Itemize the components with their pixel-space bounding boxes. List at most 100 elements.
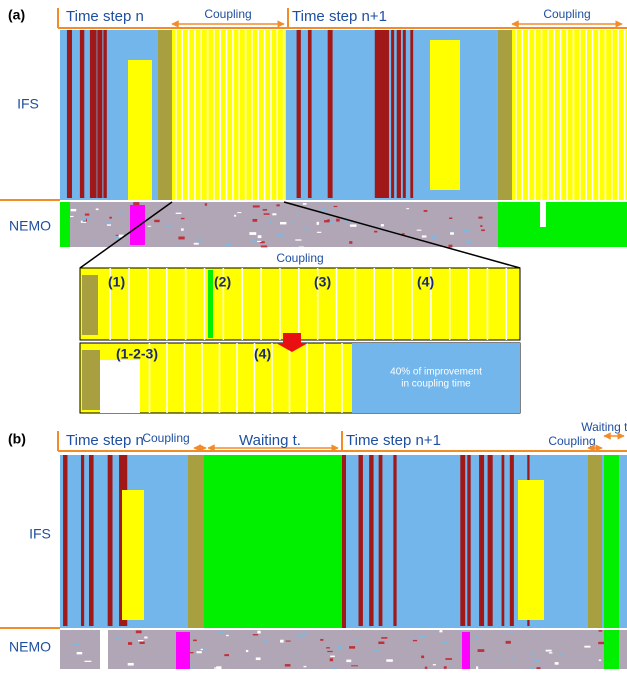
trace-dot: [459, 651, 461, 654]
trace-dot: [559, 654, 562, 657]
zoom-label: (3): [314, 274, 331, 290]
trace-stripe: [264, 30, 266, 200]
trace-dot: [296, 651, 299, 652]
trace-stripe: [324, 343, 326, 413]
trace-block: [498, 202, 627, 247]
trace-stripe: [611, 30, 613, 200]
trace-dot: [480, 225, 482, 227]
trace-stripe: [502, 455, 505, 626]
trace-dot: [411, 636, 413, 637]
trace-stripe: [560, 30, 562, 200]
trace-dot: [327, 219, 329, 220]
trace-dot: [276, 204, 279, 206]
trace-dot: [406, 208, 409, 209]
trace-dot: [234, 215, 236, 217]
trace-dot: [421, 656, 424, 659]
trace-block: [604, 630, 619, 669]
trace-dot: [424, 210, 428, 212]
trace-dot: [128, 642, 132, 645]
trace-dot: [176, 213, 182, 214]
trace-dot: [331, 206, 333, 208]
trace-stripe: [184, 343, 186, 413]
trace-stripe: [201, 343, 203, 413]
trace-dot: [442, 642, 448, 644]
trace-dot: [280, 640, 284, 643]
trace-dot: [599, 659, 601, 661]
trace-stripe: [220, 30, 222, 200]
trace-dot: [253, 219, 258, 222]
trace-stripe: [283, 30, 285, 200]
trace-stripe: [379, 455, 383, 626]
trace-dot: [263, 209, 267, 211]
trace-stripe: [355, 268, 357, 340]
trace-stripe: [89, 455, 93, 626]
trace-stripe: [449, 268, 451, 340]
trace-block: [100, 360, 140, 413]
trace-dot: [433, 664, 436, 665]
trace-dot: [291, 244, 293, 246]
trace-stripe: [81, 455, 84, 626]
header: Time step n+1: [292, 8, 387, 25]
trace-dot: [178, 236, 184, 239]
trace-dot: [201, 649, 203, 650]
trace-dot: [194, 243, 199, 245]
trace-dot: [511, 657, 513, 659]
trace-dot: [177, 245, 179, 247]
trace-stripe: [554, 30, 556, 200]
trace-dot: [139, 642, 144, 644]
trace-dot: [509, 631, 513, 633]
trace-stripe: [251, 30, 253, 200]
trace-block: [518, 480, 544, 620]
trace-stripe: [185, 268, 187, 340]
trace-stripe: [260, 268, 262, 340]
trace-dot: [295, 215, 299, 216]
trace-dot: [584, 646, 590, 648]
trace-dot: [295, 239, 301, 240]
header: Waiting t.: [239, 432, 301, 449]
trace-dot: [166, 225, 171, 226]
trace-stripe: [289, 343, 291, 413]
trace-stripe: [411, 268, 413, 340]
panel-label: (a): [8, 7, 25, 23]
trace-stripe: [341, 343, 343, 413]
trace-dot: [448, 245, 452, 248]
trace-stripe: [391, 30, 394, 198]
trace-stripe: [236, 343, 238, 413]
trace-dot: [219, 632, 225, 634]
trace-dot: [115, 638, 121, 639]
trace-dot: [459, 631, 462, 633]
trace-dot: [264, 213, 270, 215]
row-label: NEMO: [9, 218, 51, 234]
header: Waiting t.: [581, 420, 627, 434]
trace-dot: [272, 213, 276, 215]
header: Coupling: [548, 434, 595, 448]
trace-dot: [196, 651, 201, 653]
trace-dot: [422, 235, 427, 237]
trace-stripe: [460, 455, 465, 626]
trace-dot: [445, 658, 452, 660]
trace-stripe: [384, 30, 389, 198]
trace-dot: [506, 641, 511, 644]
trace-dot: [148, 226, 152, 227]
header: Time step n: [66, 8, 144, 25]
trace-dot: [88, 218, 91, 220]
trace-stripe: [207, 30, 209, 200]
trace-dot: [349, 209, 354, 210]
trace-block: [122, 490, 144, 620]
trace-dot: [249, 232, 256, 235]
trace-stripe: [104, 30, 106, 198]
trace-stripe: [573, 30, 575, 200]
trace-dot: [226, 635, 229, 636]
trace-dot: [154, 220, 159, 222]
trace-stripe: [297, 30, 300, 198]
trace-stripe: [204, 268, 206, 340]
trace-dot: [330, 656, 335, 657]
trace-stripe: [147, 268, 149, 340]
trace-dot: [431, 630, 433, 631]
trace-stripe: [166, 268, 168, 340]
trace-dot: [417, 230, 422, 231]
trace-stripe: [392, 268, 394, 340]
trace-dot: [546, 650, 552, 652]
trace-dot: [549, 652, 552, 653]
trace-dot: [374, 231, 377, 233]
